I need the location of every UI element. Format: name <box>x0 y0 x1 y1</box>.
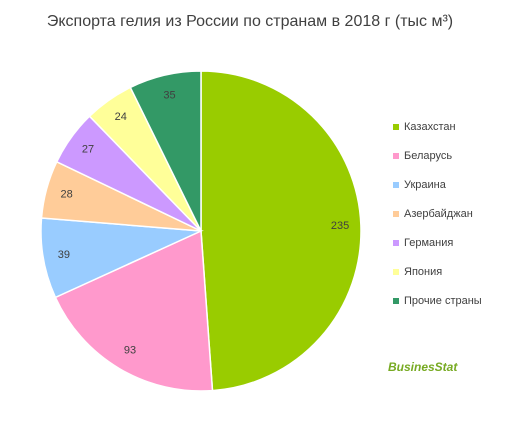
data-label: 35 <box>163 89 175 101</box>
pie-slice <box>200 70 362 392</box>
data-label: 28 <box>61 189 73 201</box>
pie-slice <box>54 229 214 392</box>
legend-swatch <box>393 211 399 217</box>
legend-label: Германия <box>404 237 453 249</box>
legend-label: Беларусь <box>404 150 452 162</box>
chart-title: Экспорта гелия из России по странам в 20… <box>47 13 453 30</box>
watermark: BusinesStat <box>388 360 458 374</box>
legend-label: Япония <box>404 266 442 278</box>
legend-swatch <box>393 182 399 188</box>
legend-swatch <box>393 153 399 159</box>
data-label: 39 <box>58 249 70 261</box>
legend-label: Украина <box>404 179 447 191</box>
legend-swatch <box>393 124 399 130</box>
legend-label: Прочие страны <box>404 295 482 307</box>
data-label: 24 <box>115 111 127 123</box>
data-label: 235 <box>331 220 349 232</box>
legend-label: Азербайджан <box>404 208 473 220</box>
legend-swatch <box>393 240 399 246</box>
data-label: 27 <box>82 144 94 156</box>
pie-slice <box>129 70 202 232</box>
data-label: 93 <box>124 345 136 357</box>
legend-swatch <box>393 298 399 304</box>
legend-swatch <box>393 269 399 275</box>
legend-label: Казахстан <box>404 121 456 133</box>
